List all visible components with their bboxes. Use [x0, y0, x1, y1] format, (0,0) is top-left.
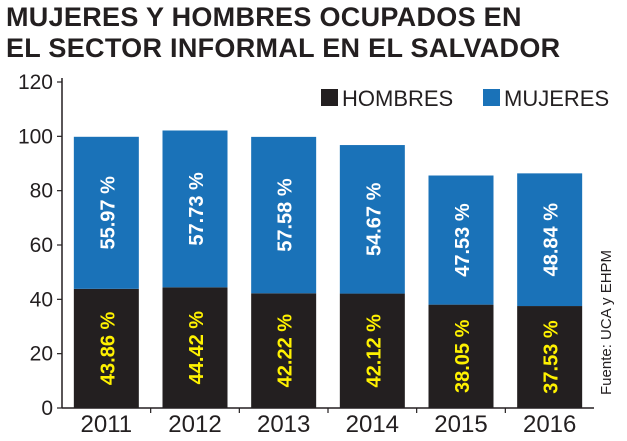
legend: HOMBRES MUJERES: [321, 86, 609, 111]
data-label-mujeres-2011: 55.97 %: [97, 176, 119, 250]
data-label-hombres-2014: 42.12 %: [363, 314, 385, 388]
x-tick-label: 2016: [523, 411, 576, 438]
data-label-hombres-2013: 42.22 %: [275, 314, 297, 388]
data-label-mujeres-2014: 54.67 %: [363, 182, 385, 256]
y-tick-label: 60: [30, 234, 53, 257]
x-tick-label: 2013: [257, 411, 310, 438]
y-tick-label: 40: [30, 288, 53, 311]
title-line-2: EL SECTOR INFORMAL EN EL SALVADOR: [6, 33, 561, 63]
bar-hombres-2012: [162, 287, 228, 408]
legend-label-mujeres: MUJERES: [504, 86, 609, 111]
y-tick-label: 100: [18, 125, 53, 148]
source-note: Fuente: UCA y EHPM: [598, 250, 615, 395]
legend-label-hombres: HOMBRES: [342, 86, 453, 111]
bar-hombres-2014: [339, 293, 405, 408]
bar-hombres-2011: [73, 288, 139, 408]
chart-title: MUJERES Y HOMBRES OCUPADOS EN EL SECTOR …: [6, 2, 560, 64]
y-tick-label: 120: [18, 71, 53, 94]
bar-mujeres-2013: [251, 136, 317, 294]
bar-mujeres-2012: [162, 130, 228, 288]
x-tick-label: 2012: [168, 411, 221, 438]
bar-hombres-2013: [251, 293, 317, 408]
data-label-hombres-2011: 43.86 %: [97, 312, 119, 386]
y-tick-label: 80: [30, 180, 53, 203]
bar-mujeres-2014: [339, 145, 405, 294]
bar-mujeres-2011: [73, 136, 139, 289]
x-tick-label: 2014: [346, 411, 399, 438]
bar-hombres-2015: [428, 304, 494, 408]
data-label-mujeres-2013: 57.58 %: [275, 178, 297, 252]
data-label-mujeres-2016: 48.84 %: [541, 203, 563, 277]
legend-swatch-mujeres: [483, 89, 500, 106]
data-label-hombres-2016: 37.53 %: [541, 320, 563, 394]
data-label-mujeres-2012: 57.73 %: [186, 172, 208, 246]
data-label-hombres-2015: 38.05 %: [452, 319, 474, 393]
legend-swatch-hombres: [321, 89, 338, 106]
bar-mujeres-2015: [428, 175, 494, 305]
x-tick-label: 2011: [81, 411, 133, 438]
bar-hombres-2016: [517, 306, 583, 408]
y-tick-label: 20: [30, 343, 53, 366]
title-line-1: MUJERES Y HOMBRES OCUPADOS EN: [6, 2, 522, 32]
x-tick-label: 2015: [434, 411, 487, 438]
data-label-mujeres-2015: 47.53 %: [452, 203, 474, 277]
bar-mujeres-2016: [517, 173, 583, 307]
data-label-hombres-2012: 44.42 %: [186, 311, 208, 385]
y-tick-label: 0: [41, 397, 53, 420]
